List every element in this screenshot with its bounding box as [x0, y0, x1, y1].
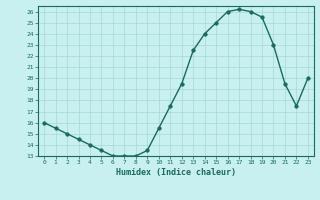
- X-axis label: Humidex (Indice chaleur): Humidex (Indice chaleur): [116, 168, 236, 177]
